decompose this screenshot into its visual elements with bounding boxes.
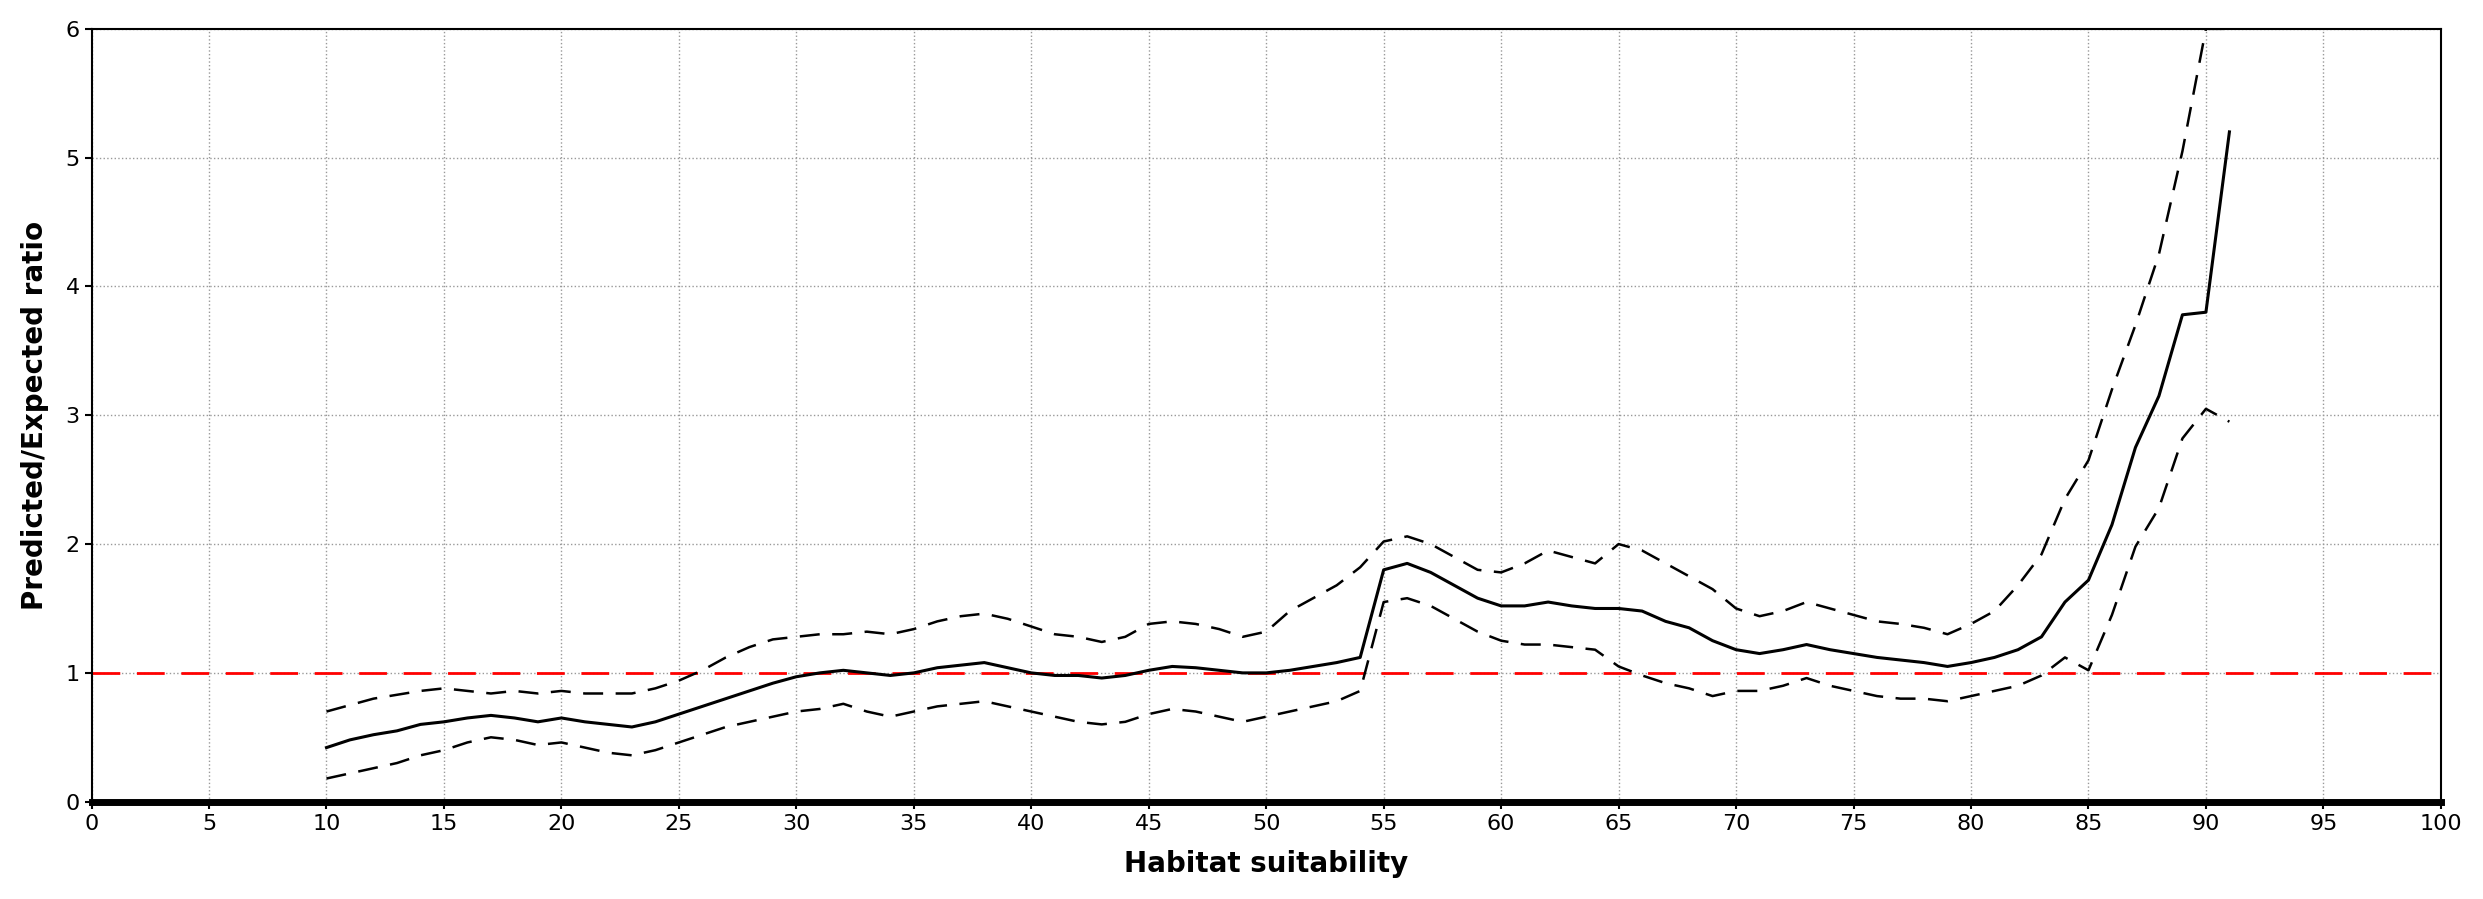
Y-axis label: Predicted/Expected ratio: Predicted/Expected ratio	[20, 220, 50, 610]
X-axis label: Habitat suitability: Habitat suitability	[1125, 850, 1408, 878]
